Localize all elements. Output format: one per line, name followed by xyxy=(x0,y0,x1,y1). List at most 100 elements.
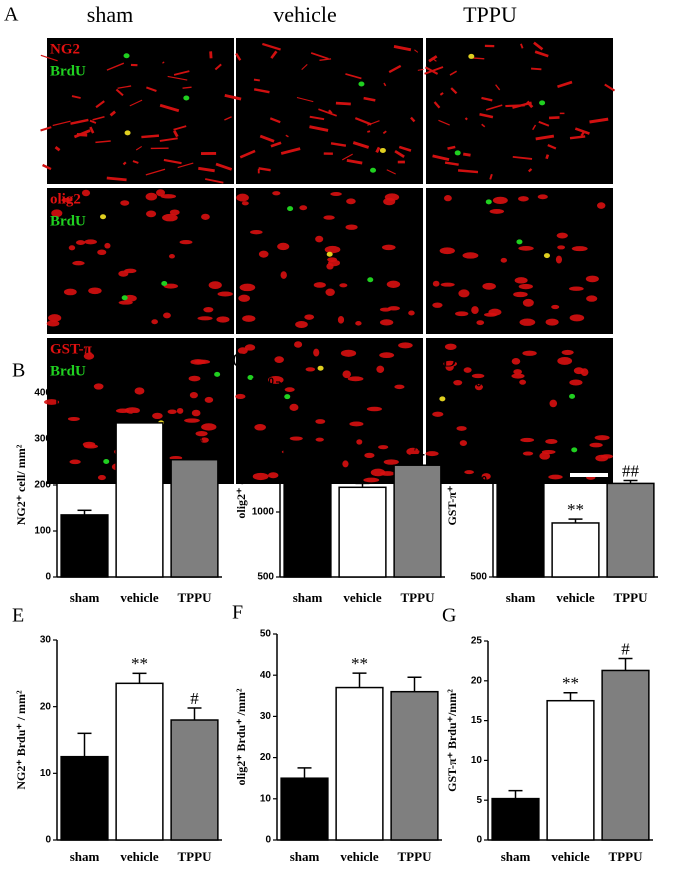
cell-process xyxy=(310,52,329,60)
cell xyxy=(440,282,455,287)
y-tick-label: 0 xyxy=(45,835,51,846)
cell-process xyxy=(141,134,160,139)
significance-label: ## xyxy=(622,461,640,480)
y-tick-label: 1000 xyxy=(252,507,275,518)
y-axis-label: NG2⁺ Brdu⁺ / mm² xyxy=(14,690,28,790)
cell xyxy=(342,460,349,468)
cell xyxy=(349,421,364,427)
cell xyxy=(191,409,201,417)
cell xyxy=(345,224,358,230)
cell-process xyxy=(526,100,534,109)
brdu-cell xyxy=(516,239,523,245)
micrograph xyxy=(47,188,234,334)
cell xyxy=(305,367,316,372)
cell xyxy=(366,406,382,412)
cell xyxy=(545,438,558,445)
brdu-cell xyxy=(485,199,492,205)
cell xyxy=(239,283,256,292)
cell-process xyxy=(167,75,188,81)
cell xyxy=(168,254,175,259)
cell xyxy=(272,191,281,196)
cell-process xyxy=(535,134,555,141)
cell xyxy=(551,304,560,310)
cell xyxy=(561,349,574,355)
cell xyxy=(383,197,396,206)
cell xyxy=(97,249,107,256)
cell xyxy=(152,412,163,420)
cell xyxy=(425,451,439,457)
cell xyxy=(513,291,528,298)
y-tick-label: 1000 xyxy=(465,475,488,486)
cell xyxy=(204,396,214,403)
cell xyxy=(545,318,559,326)
cell xyxy=(556,232,568,239)
x-tick-label: vehicle xyxy=(551,849,589,864)
y-tick-label: 500 xyxy=(470,572,487,583)
cell-process xyxy=(42,163,52,171)
bar xyxy=(393,464,442,578)
bar xyxy=(606,482,655,578)
cell-process xyxy=(520,43,524,49)
cell-process xyxy=(439,92,444,96)
cell xyxy=(217,291,233,297)
cell xyxy=(179,239,193,245)
cell xyxy=(195,430,208,437)
cell-process xyxy=(531,67,542,71)
cell-process xyxy=(92,115,105,121)
cell-process xyxy=(527,168,533,173)
cell-process xyxy=(70,118,89,125)
cell-process xyxy=(198,166,215,173)
cell-process xyxy=(318,108,337,117)
cell-process xyxy=(534,50,549,58)
x-tick-label: vehicle xyxy=(120,849,158,864)
cell xyxy=(589,442,603,448)
cell xyxy=(376,365,385,373)
bar xyxy=(496,467,545,578)
y-tick-label: 0 xyxy=(45,572,51,583)
x-tick-label: TPPU xyxy=(609,849,644,864)
x-tick-label: vehicle xyxy=(556,590,594,605)
cell xyxy=(134,387,145,395)
x-tick-label: sham xyxy=(293,590,323,605)
cell-process xyxy=(375,146,381,154)
cell-process xyxy=(95,140,111,144)
bar xyxy=(601,669,650,841)
cell xyxy=(549,399,558,408)
cell-process xyxy=(115,88,124,97)
cell-process xyxy=(309,125,329,132)
brdu-cell xyxy=(121,295,128,301)
bar xyxy=(280,777,329,841)
cell xyxy=(167,409,177,414)
cell xyxy=(176,407,184,414)
cell-process xyxy=(89,119,97,124)
panel-letter: E xyxy=(12,605,24,627)
cell-process xyxy=(532,124,537,131)
cell xyxy=(456,426,467,431)
cell xyxy=(537,194,548,200)
cell xyxy=(481,473,491,480)
cell-process xyxy=(173,125,187,131)
y-axis-label: NG2⁺ cell/ mm² xyxy=(14,444,28,525)
cell xyxy=(268,472,279,479)
significance-label: ** xyxy=(131,654,148,673)
cell xyxy=(522,298,534,307)
cell xyxy=(189,392,198,399)
y-tick-label: 0 xyxy=(265,835,271,846)
cell xyxy=(519,379,527,385)
y-tick-label: 400 xyxy=(34,388,51,399)
cell xyxy=(571,246,588,252)
significance-label: # xyxy=(190,689,199,708)
column-title: TPPU xyxy=(463,2,517,27)
column-title: sham xyxy=(87,2,133,27)
y-tick-label: 20 xyxy=(40,701,52,712)
y-tick-label: 5 xyxy=(476,795,482,806)
cell-process xyxy=(145,168,166,176)
cell xyxy=(347,376,364,382)
brdu-cell xyxy=(317,365,324,371)
cell xyxy=(249,229,263,235)
cell xyxy=(462,252,479,259)
cell xyxy=(355,321,362,326)
x-tick-label: TPPU xyxy=(614,590,649,605)
cell xyxy=(184,418,200,423)
cell xyxy=(518,246,534,251)
